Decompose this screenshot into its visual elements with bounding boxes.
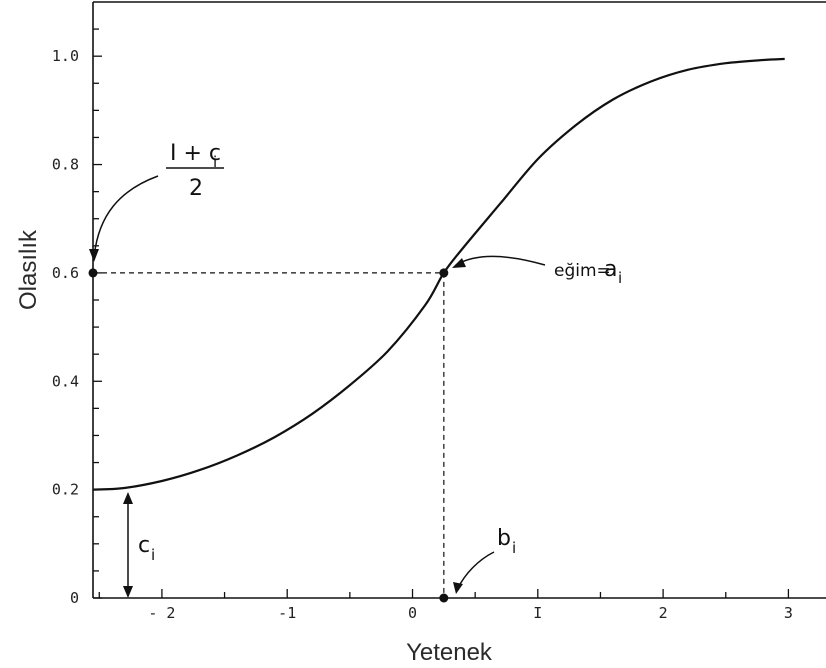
x-tick-label: 2 [659,604,668,622]
x-tick-label: 3 [784,604,793,622]
asymptote-midpoint-label: I + c i 2 [166,141,224,201]
arrow-to-slope-point [452,255,546,268]
difficulty-label: b i [497,526,516,557]
y-tick-label: 1.0 [52,47,79,65]
marked-point [439,268,449,278]
marked-points [88,268,449,603]
y-tick-label: 0.8 [52,156,79,174]
y-ticks: 0 0.2 0.4 0.6 0.8 1.0 [52,28,102,607]
svg-text:i: i [618,269,622,287]
svg-text:i: i [512,539,516,557]
guessing-label: c i [138,533,155,564]
y-tick-label: 0.2 [52,481,79,499]
arrow-to-midpoint [89,175,159,262]
svg-text:2: 2 [189,176,203,201]
x-tick-label: - 2 [148,604,175,622]
svg-text:eğim=: eğim= [554,261,611,281]
svg-text:i: i [151,546,155,564]
marked-point [439,593,449,603]
svg-text:a: a [604,257,617,282]
x-ticks: - 2 -1 0 I 2 3 [98,589,793,622]
guessing-arrow [123,492,133,598]
svg-text:c: c [138,533,150,558]
y-tick-label: 0 [70,589,79,607]
svg-text:I + c: I + c [170,141,221,166]
y-axis-title: Olasılık [15,229,42,310]
slope-label: eğim= a i [554,257,622,287]
arrow-to-difficulty-point [453,551,495,594]
svg-text:b: b [497,526,511,551]
x-axis-title: Yetenek [406,639,493,666]
marked-point [88,268,98,278]
svg-text:i: i [213,153,217,171]
x-tick-label: 0 [408,604,417,622]
y-tick-label: 0.4 [52,372,79,390]
y-tick-label: 0.6 [52,264,79,282]
x-tick-label: -1 [278,604,296,622]
icc-curve [92,57,785,491]
x-tick-label: I [533,604,542,622]
guide-lines [93,272,445,598]
